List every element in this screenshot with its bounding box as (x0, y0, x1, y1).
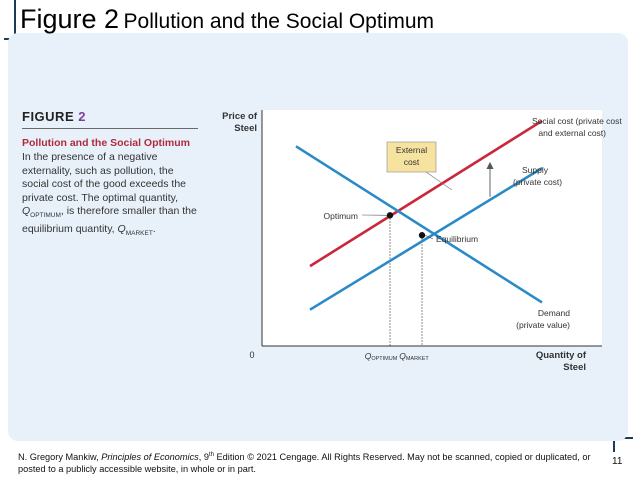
slide-title-main: Figure 2 (20, 4, 120, 34)
figure-label: FIGURE 2 (22, 109, 86, 124)
social-cost-curve (309, 119, 543, 268)
caption-text-1: In the presence of a negative externalit… (22, 151, 187, 204)
social-cost-label-2: and external cost) (538, 128, 606, 138)
origin-label: 0 (249, 350, 254, 360)
social-cost-label-1: Social cost (private cost (532, 116, 622, 126)
caption-q-market-sub: MARKET (125, 230, 153, 238)
demand-label-1: Demand (538, 308, 570, 318)
x-tick-q-optimum-q: Q (365, 351, 372, 361)
y-axis-label-line-2: Steel (234, 123, 257, 134)
footer-edition-sup: th (208, 452, 214, 458)
caption-text-3: . (152, 223, 156, 236)
figure-label-word: FIGURE (22, 109, 75, 124)
x-tick-q-optimum-sub: OPTIMUM (371, 356, 397, 362)
copyright-footer: N. Gregory Mankiw, Principles of Economi… (18, 449, 598, 475)
caption-q-optimum-sub: OPTIMUM (30, 212, 61, 220)
demand-label-2: (private value) (516, 320, 570, 330)
x-tick-q-market: QMARKET (399, 351, 429, 362)
caption-q-market: Q (117, 223, 126, 236)
figure-divider (22, 128, 198, 129)
x-tick-q-market-q: Q (399, 351, 406, 361)
footer-book: Principles of Economics (101, 452, 199, 463)
figure-caption-title: Pollution and the Social Optimum (22, 137, 191, 149)
caption-text-2: , is therefore smaller than the equilibr… (22, 205, 197, 236)
slide-title-rest: Pollution and the Social Optimum (123, 10, 435, 33)
supply-label-2: (private cost) (513, 177, 562, 187)
external-cost-label-1: External (396, 145, 427, 155)
figure-label-number: 2 (78, 109, 86, 124)
chart-layer (261, 110, 602, 347)
page-number: 11 (612, 456, 623, 467)
demand-curve (295, 145, 543, 304)
top-left-vertical-mark (14, 0, 16, 44)
supply-curve (309, 166, 543, 311)
external-cost-leader (425, 171, 453, 191)
slide-title: Figure 2 Pollution and the Social Optimu… (20, 4, 434, 35)
footer-edition: , 9 (198, 452, 209, 463)
y-axis-label-line-1: Price of (222, 111, 258, 122)
figure-caption: In the presence of a negative externalit… (22, 151, 202, 241)
optimum-point (386, 212, 394, 219)
external-cost-label-2: cost (404, 157, 420, 167)
equilibrium-point (418, 232, 426, 239)
external-cost-box (386, 141, 437, 173)
supply-label-1: Supply (522, 165, 549, 175)
x-axis-label-line-1: Quantity of (536, 350, 587, 361)
x-tick-q-market-sub: MARKET (406, 356, 430, 362)
equilibrium-label: Equilibrium (436, 234, 478, 244)
x-axis-label-line-2: Steel (563, 362, 586, 373)
caption-q-optimum: Q (22, 205, 31, 218)
equilibrium-leader (424, 234, 434, 240)
footer-author: N. Gregory Mankiw, (18, 452, 102, 463)
optimum-label: Optimum (324, 211, 358, 221)
footer-rest: Edition © 2021 Cengage. All Rights Reser… (18, 452, 591, 475)
x-tick-q-optimum: QOPTIMUM (365, 351, 398, 362)
